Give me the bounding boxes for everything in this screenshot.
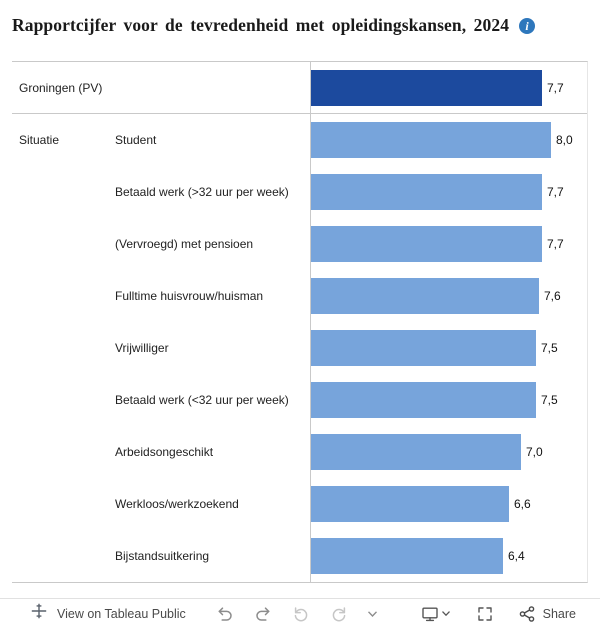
bar-value-label: 7,7 bbox=[547, 80, 564, 95]
row-category-label: Betaald werk (<32 uur per week) bbox=[115, 393, 289, 407]
table-row: Betaald werk (>32 uur per week) 7,7 bbox=[12, 166, 587, 218]
row-group-label bbox=[12, 270, 115, 322]
row-category-label: Student bbox=[115, 133, 157, 147]
bar[interactable] bbox=[311, 278, 539, 314]
row-group-label: Groningen (PV) bbox=[19, 80, 103, 95]
page-title: Rapportcijfer voor de tevredenheid met o… bbox=[12, 15, 510, 35]
row-category-label: Betaald werk (>32 uur per week) bbox=[115, 185, 289, 199]
display-icon bbox=[421, 607, 438, 621]
bar-value-label: 7,0 bbox=[526, 445, 543, 459]
bar-value-label: 7,5 bbox=[541, 393, 558, 407]
bar-track: 7,0 bbox=[310, 426, 587, 478]
table-row: Bijstandsuitkering 6,4 bbox=[12, 530, 587, 582]
fullscreen-button[interactable] bbox=[476, 605, 494, 623]
row-group-label bbox=[12, 530, 115, 582]
bar-value-label: 7,7 bbox=[547, 185, 564, 199]
tableau-logo-icon bbox=[30, 602, 48, 625]
bar-value-label: 7,5 bbox=[541, 341, 558, 355]
bar[interactable] bbox=[311, 538, 503, 574]
bar-value-label: 6,6 bbox=[514, 497, 531, 511]
bar-track: 7,7 bbox=[310, 218, 587, 270]
row-group-label bbox=[12, 374, 115, 426]
share-label: Share bbox=[542, 606, 576, 621]
undo-button[interactable] bbox=[216, 605, 234, 623]
undo-icon bbox=[218, 606, 232, 621]
display-options-button[interactable] bbox=[421, 605, 450, 623]
table-row: (Vervroegd) met pensioen 7,7 bbox=[12, 218, 587, 270]
bar-track: 7,5 bbox=[310, 322, 587, 374]
bar-value-label: 7,7 bbox=[547, 237, 564, 251]
bar[interactable] bbox=[311, 330, 536, 366]
row-group-label bbox=[12, 426, 115, 478]
bar[interactable] bbox=[311, 174, 542, 210]
table-row: Werkloos/werkzoekend 6,6 bbox=[12, 478, 587, 530]
table-row: Betaald werk (<32 uur per week) 7,5 bbox=[12, 374, 587, 426]
bar[interactable] bbox=[311, 434, 521, 470]
bar-track: 7,7 bbox=[310, 62, 587, 113]
row-group-label bbox=[12, 478, 115, 530]
bar[interactable] bbox=[311, 69, 542, 106]
row-category-label: Fulltime huisvrouw/huisman bbox=[115, 289, 264, 303]
row-group-label bbox=[12, 322, 115, 374]
row-category-label: Vrijwilliger bbox=[115, 341, 169, 355]
revert-button[interactable] bbox=[292, 605, 310, 623]
bar[interactable] bbox=[311, 226, 542, 262]
bar[interactable] bbox=[311, 486, 509, 522]
row-group-label bbox=[12, 166, 115, 218]
bar-chart: Groningen (PV) 7,7 Situatie Student 8,0 … bbox=[12, 61, 588, 583]
row-group-label bbox=[12, 218, 115, 270]
table-row: Fulltime huisvrouw/huisman 7,6 bbox=[12, 270, 587, 322]
chevron-down-icon bbox=[441, 611, 450, 616]
row-category-label bbox=[115, 62, 310, 113]
row-category-label: Bijstandsuitkering bbox=[115, 549, 210, 563]
refresh-button[interactable] bbox=[330, 605, 348, 623]
table-row: Vrijwilliger 7,5 bbox=[12, 322, 587, 374]
bar-track: 7,7 bbox=[310, 166, 587, 218]
view-on-tableau-label: View on Tableau Public bbox=[57, 606, 186, 621]
bar-track: 7,5 bbox=[310, 374, 587, 426]
redo-button[interactable] bbox=[254, 605, 272, 623]
title-bar: Rapportcijfer voor de tevredenheid met o… bbox=[0, 0, 600, 61]
tableau-toolbar: View on Tableau Public bbox=[0, 598, 600, 628]
bar-track: 8,0 bbox=[310, 114, 587, 166]
fullscreen-icon bbox=[477, 606, 492, 621]
row-group-label: Situatie bbox=[19, 133, 60, 147]
bar-value-label: 8,0 bbox=[556, 133, 573, 147]
bar-track: 6,4 bbox=[310, 530, 587, 582]
bar[interactable] bbox=[311, 122, 551, 158]
row-category-label: Werkloos/werkzoekend bbox=[115, 497, 239, 511]
revert-icon bbox=[294, 606, 308, 621]
more-options-button[interactable] bbox=[367, 610, 377, 617]
view-on-tableau-link[interactable]: View on Tableau Public bbox=[30, 602, 186, 625]
redo-icon bbox=[256, 606, 270, 621]
row-category-label: (Vervroegd) met pensioen bbox=[115, 237, 254, 251]
table-row: Groningen (PV) 7,7 bbox=[12, 62, 587, 114]
bar-value-label: 7,6 bbox=[544, 289, 561, 303]
refresh-icon bbox=[332, 606, 346, 621]
share-icon bbox=[519, 605, 534, 622]
bar-track: 6,6 bbox=[310, 478, 587, 530]
bar[interactable] bbox=[311, 382, 536, 418]
chevron-down-icon bbox=[367, 610, 377, 617]
table-row: Situatie Student 8,0 bbox=[12, 114, 587, 166]
row-category-label: Arbeidsongeschikt bbox=[115, 445, 214, 459]
info-icon[interactable]: i bbox=[519, 18, 536, 34]
share-button[interactable]: Share bbox=[518, 605, 576, 623]
bar-track: 7,6 bbox=[310, 270, 587, 322]
table-row: Arbeidsongeschikt 7,0 bbox=[12, 426, 587, 478]
bar-value-label: 6,4 bbox=[508, 549, 525, 563]
